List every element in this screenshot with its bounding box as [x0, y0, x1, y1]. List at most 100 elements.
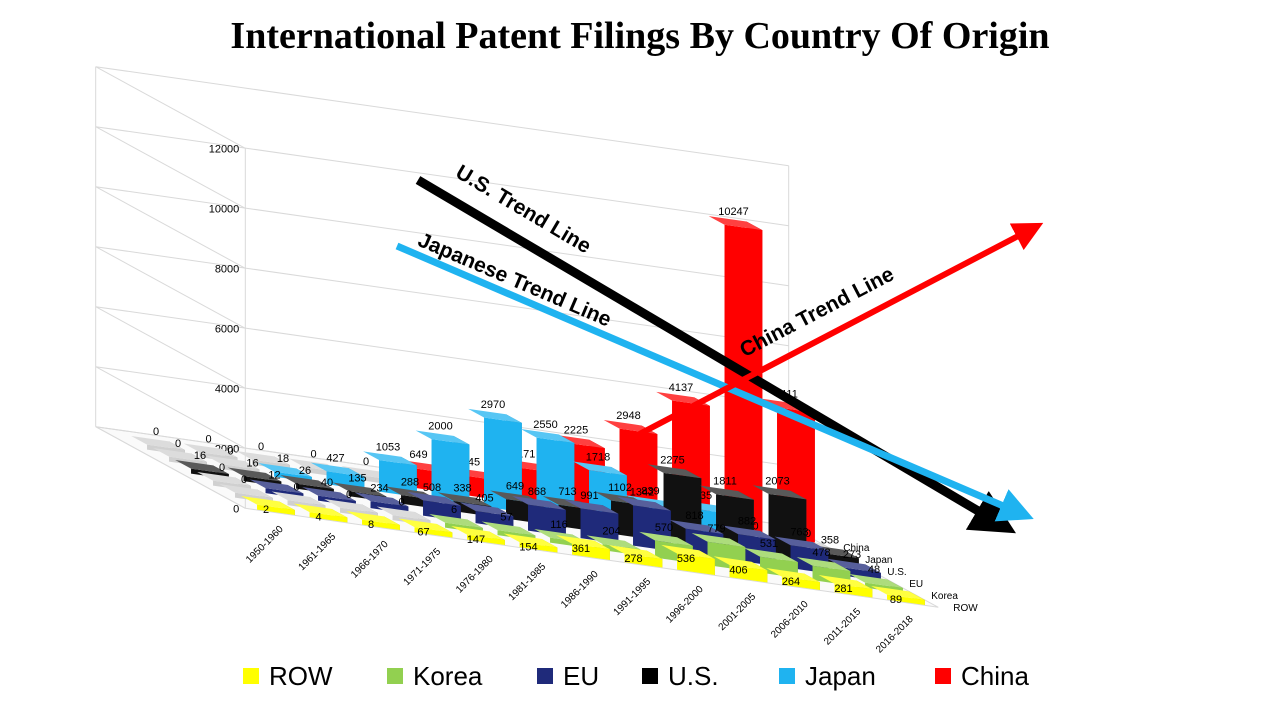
value-label: 536	[677, 553, 695, 565]
value-label: 116	[550, 519, 568, 531]
value-label: 1811	[713, 476, 737, 488]
bar-japan-3: 427	[310, 453, 365, 490]
legend-swatch	[387, 668, 403, 684]
value-label: 26	[299, 465, 311, 477]
y-tick-label: 10000	[209, 203, 240, 215]
gridline	[95, 306, 789, 407]
legend-item-us: U.S.	[642, 656, 719, 696]
gridline	[95, 66, 789, 167]
value-label: 48	[868, 564, 880, 576]
gridline	[95, 126, 789, 227]
bar-eu-2: 40	[302, 477, 356, 507]
value-label: 882	[738, 516, 756, 528]
chart-bars: 0000064964511712225294841371024744110018…	[131, 206, 925, 606]
value-label: 868	[528, 486, 546, 498]
x-tick-label: 2006-2010	[769, 599, 811, 641]
value-label: 0	[205, 434, 211, 446]
value-label: 2275	[660, 454, 684, 466]
depth-tick-label: ROW	[953, 603, 978, 614]
depth-tick-label: China	[843, 543, 870, 554]
bar-row-3: 67	[398, 518, 453, 539]
legend-label: ROW	[269, 660, 333, 691]
gridline	[95, 246, 789, 347]
bar-row-12: 89	[871, 585, 925, 606]
x-tick-label: 2001-2005	[717, 591, 759, 633]
bar-eu-4: 508	[407, 482, 461, 522]
value-label: 649	[409, 449, 427, 461]
value-label: 2948	[616, 410, 640, 422]
value-label: 4	[315, 512, 321, 524]
bar-row-7: 278	[608, 545, 663, 568]
y-tick-label: 4000	[215, 383, 239, 395]
value-label: 358	[821, 534, 839, 546]
y-tick-label: 0	[233, 503, 239, 515]
x-tick-label: 1976-1980	[454, 554, 496, 596]
chart-title: International Patent Filings By Country …	[230, 15, 1050, 57]
value-label: 16	[246, 458, 258, 470]
legend-item-eu: EU	[537, 656, 599, 696]
value-label: 0	[805, 528, 811, 540]
value-label: 713	[558, 486, 576, 498]
value-label: 0	[227, 446, 233, 458]
bar-row-11: 281	[818, 575, 873, 598]
x-tick-label: 1991-1995	[612, 576, 654, 618]
value-label: 12	[268, 470, 280, 482]
x-tick-label: 1950-1960	[244, 524, 286, 566]
legend-swatch	[935, 668, 951, 684]
depth-tick-label: U.S.	[887, 567, 906, 578]
x-tick-label: 2011-2015	[822, 606, 863, 647]
x-tick-label: 1981-1985	[507, 561, 549, 603]
legend-item-korea: Korea	[387, 656, 482, 696]
x-tick-label: 1986-1990	[559, 569, 601, 611]
legend-item-japan: Japan	[779, 656, 876, 696]
legend-swatch	[243, 668, 259, 684]
bar-japan-6: 2970	[468, 399, 522, 513]
value-label: 57	[500, 512, 512, 524]
x-tick-label: 1971-1975	[402, 546, 444, 588]
value-label: 508	[423, 482, 441, 494]
value-label: 0	[293, 482, 299, 494]
value-label: 234	[370, 482, 388, 494]
gridline	[95, 366, 789, 467]
x-tick-label: 1996-2000	[664, 584, 706, 626]
value-label: 89	[890, 594, 902, 606]
legend: ROW Korea EU U.S. Japan China	[0, 656, 1280, 696]
bar-row-10: 264	[766, 568, 820, 591]
bar-row-8: 536	[661, 544, 715, 576]
value-label: 361	[572, 543, 590, 555]
x-tick-label: 1966-1970	[349, 539, 391, 581]
legend-swatch	[642, 668, 658, 684]
value-label: 0	[346, 489, 352, 501]
depth-tick-label: Japan	[865, 555, 892, 566]
value-label: 0	[258, 441, 264, 453]
value-label: 8	[368, 519, 374, 531]
value-label: 839	[641, 485, 659, 497]
bar-row-2: 8	[346, 510, 400, 531]
value-label: 278	[624, 553, 642, 565]
value-label: 0	[363, 456, 369, 468]
value-label: 2	[263, 504, 269, 516]
value-label: 649	[506, 481, 524, 493]
value-label: 338	[453, 482, 471, 494]
value-label: 0	[175, 438, 181, 450]
bar-row-4: 147	[451, 525, 505, 546]
value-label: 40	[321, 477, 333, 489]
legend-label: Korea	[413, 660, 483, 691]
value-label: 135	[348, 473, 366, 485]
gridline	[95, 186, 789, 287]
legend-label: China	[961, 660, 1029, 691]
y-tick-label: 12000	[209, 143, 240, 155]
x-tick-label: 1961-1965	[297, 531, 339, 573]
y-tick-label: 8000	[215, 263, 239, 275]
value-label: 204	[602, 525, 620, 537]
legend-label: U.S.	[668, 660, 719, 691]
value-label: 0	[153, 426, 159, 438]
bar-eu-6: 868	[512, 486, 566, 537]
value-label: 405	[475, 492, 493, 504]
value-label: 4137	[669, 382, 693, 394]
value-label: 2000	[428, 421, 452, 433]
bar-japan-7: 2550	[520, 419, 575, 520]
value-label: 406	[729, 564, 747, 576]
